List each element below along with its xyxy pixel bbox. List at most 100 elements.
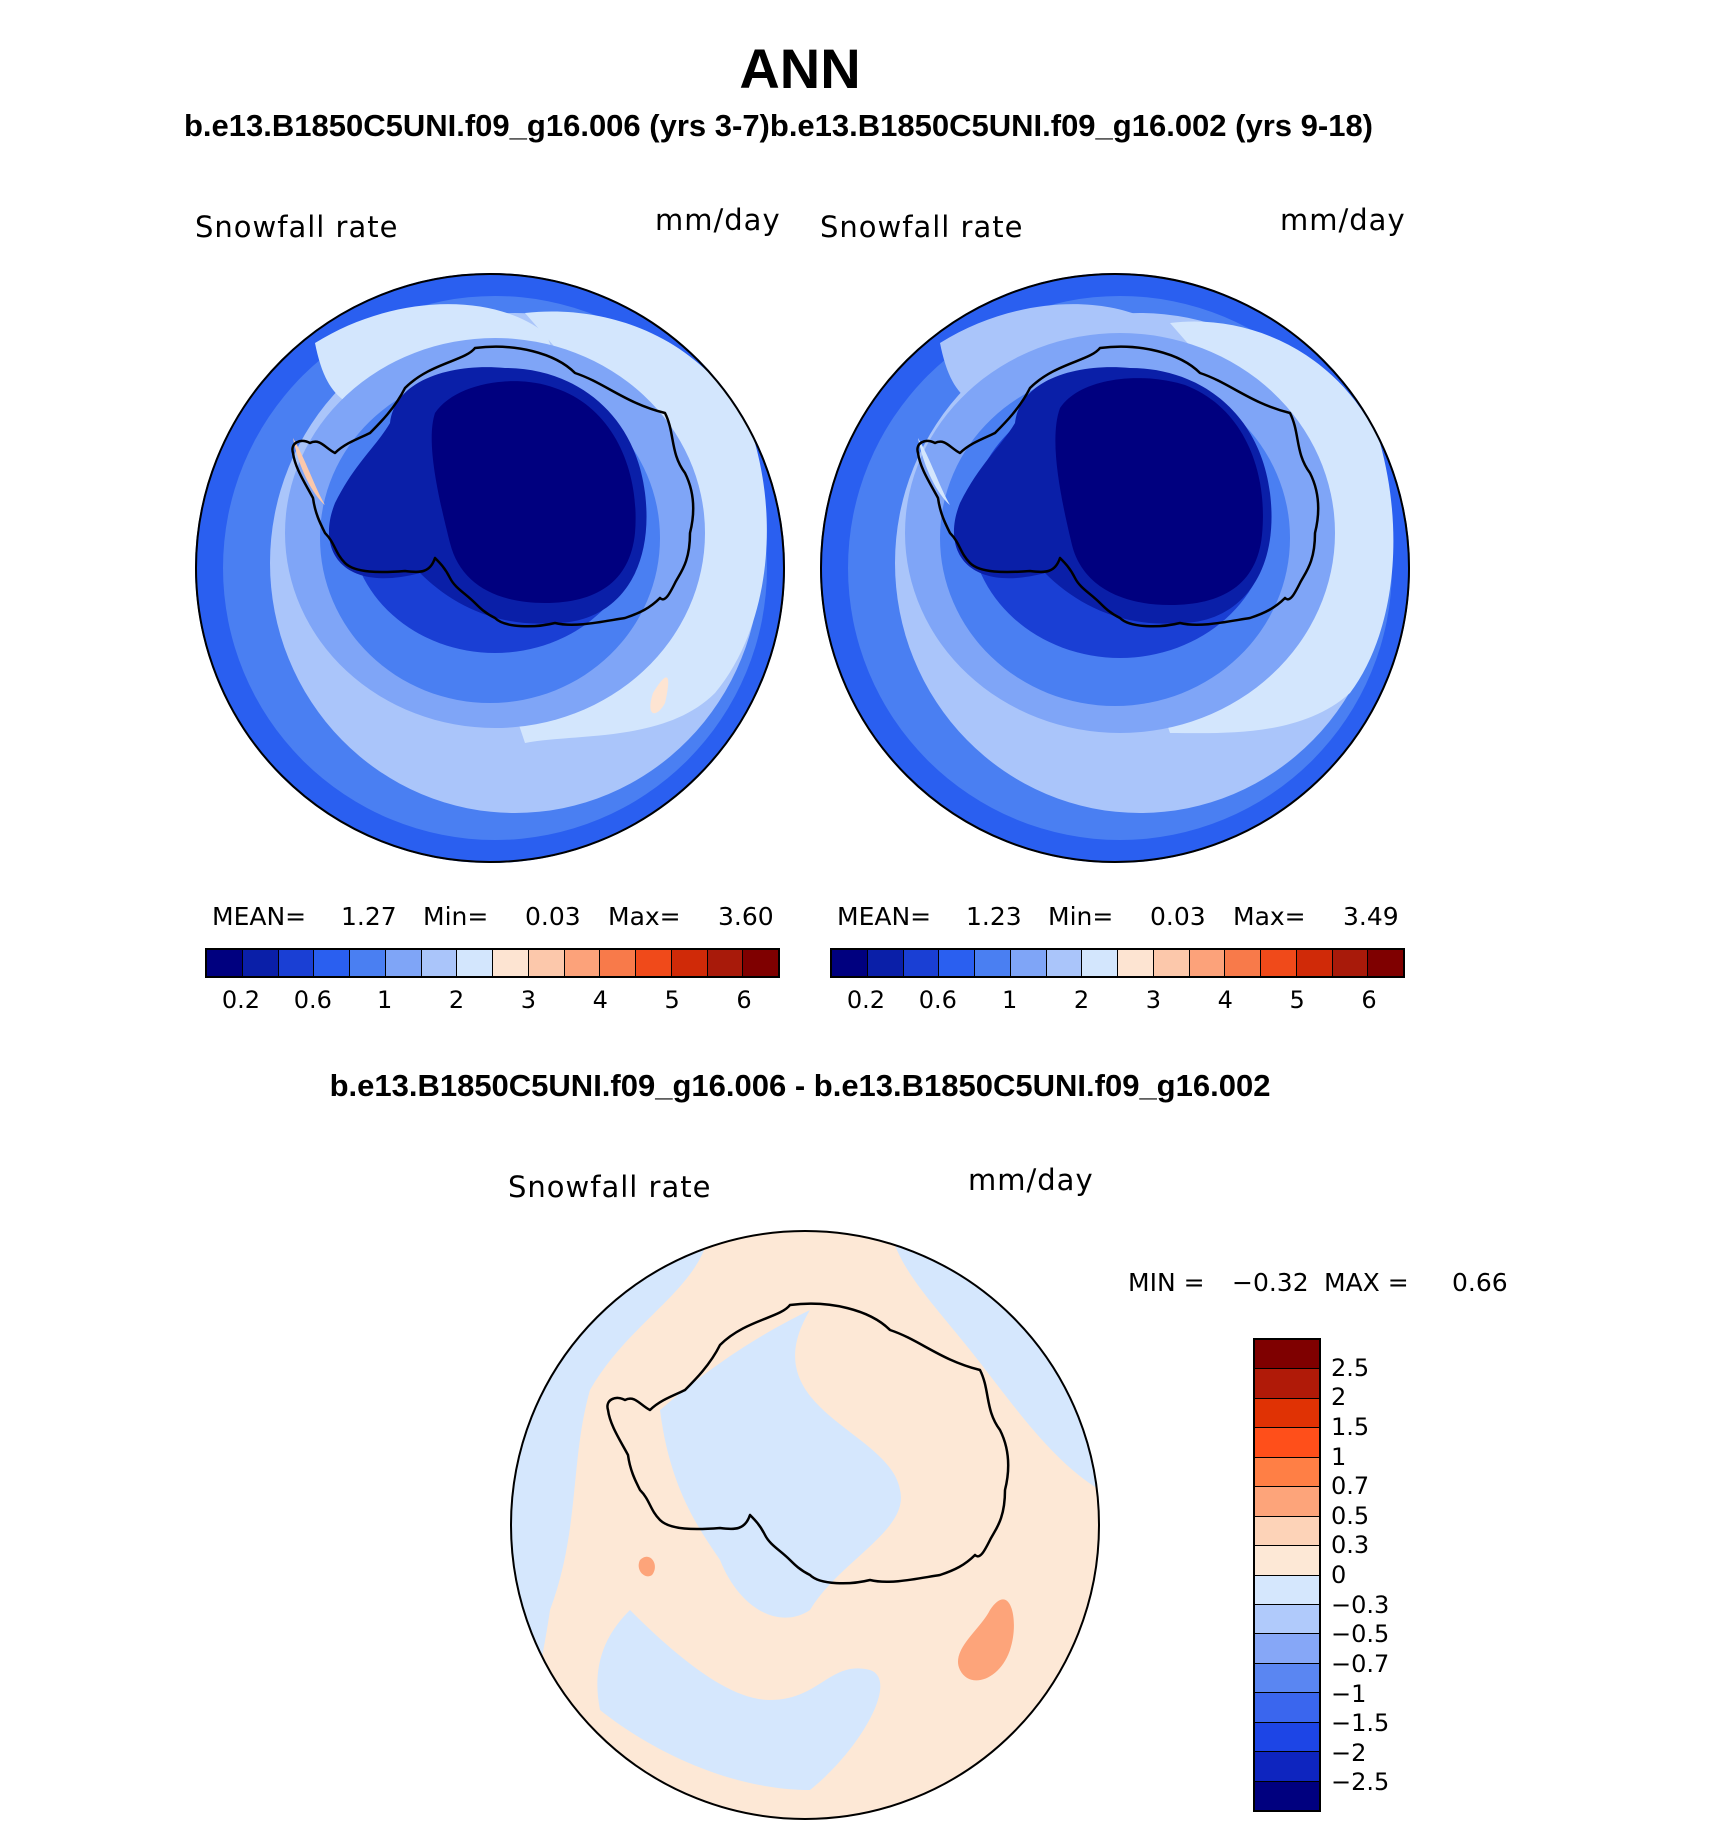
colorbar-tick-label: 3 — [1145, 986, 1162, 1014]
colorbar-swatch — [1368, 950, 1403, 976]
colorbar-tick-label: 0.6 — [918, 986, 957, 1014]
colorbar-tick-label: 2 — [448, 986, 465, 1014]
colorbar-swatch — [493, 950, 529, 976]
colorbar-tick-label: 0.5 — [1331, 1501, 1370, 1530]
colorbar-swatch — [350, 950, 386, 976]
colorbar-tick-label: 5 — [664, 986, 680, 1014]
panel2-variable: Snowfall rate — [820, 210, 1024, 244]
colorbar-tick-label: −0.7 — [1331, 1649, 1390, 1678]
colorbar-tick-label: −2 — [1331, 1738, 1367, 1767]
colorbar-swatch — [457, 950, 493, 976]
panel1-polar-map — [195, 273, 785, 863]
colorbar-tick-label: 0 — [1331, 1561, 1347, 1589]
colorbar-tick-label: 5 — [1289, 986, 1305, 1014]
panel1-max-label: Max= — [608, 902, 681, 931]
colorbar-tick-label: 1.5 — [1331, 1412, 1370, 1441]
colorbar-swatch — [1255, 1546, 1319, 1576]
colorbar-swatch — [1255, 1457, 1319, 1488]
colorbar-tick-label: −1 — [1331, 1679, 1367, 1708]
colorbar-swatch — [278, 950, 315, 976]
diff-variable: Snowfall rate — [508, 1170, 712, 1204]
colorbar-swatch — [1255, 1428, 1319, 1458]
colorbar-tick-label: −1.5 — [1331, 1709, 1390, 1738]
panel1-min-value: 0.03 — [525, 902, 581, 931]
colorbar-tick-label: 3 — [520, 986, 537, 1014]
colorbar-swatch — [1296, 950, 1333, 976]
diff-min-label: MIN = — [1128, 1268, 1205, 1297]
panel1-max-value: 3.60 — [718, 902, 774, 931]
colorbar-swatch — [707, 950, 744, 976]
colorbar-swatch — [600, 950, 636, 976]
diff-units: mm/day — [968, 1163, 1094, 1197]
panel1-mean-label: MEAN= — [212, 902, 307, 931]
colorbar-swatch — [1255, 1781, 1319, 1810]
colorbar-tick-label: 4 — [1217, 986, 1233, 1014]
colorbar-swatch — [242, 950, 279, 976]
colorbar-swatch — [1082, 950, 1118, 976]
colorbar-swatch — [867, 950, 904, 976]
colorbar-swatch — [1255, 1752, 1319, 1782]
figure-title: ANN — [739, 37, 861, 100]
colorbar-tick-label: 1 — [1002, 986, 1018, 1014]
colorbar-swatch — [1255, 1398, 1319, 1429]
panel2-min-value: 0.03 — [1150, 902, 1206, 931]
colorbar-swatch — [1255, 1693, 1319, 1723]
panel1-mean-value: 1.27 — [341, 902, 397, 931]
panel1-min-label: Min= — [423, 902, 489, 931]
colorbar-swatch — [1255, 1722, 1319, 1753]
colorbar-swatch — [421, 950, 458, 976]
colorbar-swatch — [671, 950, 708, 976]
colorbar-tick-label: 2 — [1073, 986, 1090, 1014]
diff-max-label: MAX = — [1324, 1268, 1409, 1297]
colorbar-swatch — [1255, 1634, 1319, 1664]
colorbar-tick-label: 4 — [592, 986, 608, 1014]
panel1-colorbar — [205, 948, 780, 978]
colorbar-swatch — [1255, 1487, 1319, 1517]
colorbar-swatch — [1255, 1369, 1319, 1399]
colorbar-tick-label: 2.5 — [1331, 1353, 1370, 1382]
difference-title: b.e13.B1850C5UNI.f09_g16.006 - b.e13.B18… — [329, 1068, 1271, 1103]
panel2-colorbar — [830, 948, 1405, 978]
panel1-units: mm/day — [655, 203, 781, 237]
panel2-min-label: Min= — [1048, 902, 1114, 931]
colorbar-swatch — [1010, 950, 1047, 976]
colorbar-tick-label: −0.3 — [1331, 1590, 1390, 1619]
colorbar-tick-label: 2 — [1331, 1383, 1347, 1412]
colorbar-tick-label: 0.2 — [221, 986, 261, 1014]
diff-colorbar — [1253, 1338, 1321, 1812]
colorbar-swatch — [743, 950, 778, 976]
colorbar-swatch — [564, 950, 601, 976]
case-titles: b.e13.B1850C5UNI.f09_g16.006 (yrs 3-7)b.… — [184, 108, 1374, 143]
panel2-polar-map — [820, 273, 1410, 863]
colorbar-tick-label: −2.5 — [1331, 1768, 1390, 1797]
colorbar-swatch — [1118, 950, 1154, 976]
colorbar-swatch — [903, 950, 940, 976]
diff-max-value: 0.66 — [1452, 1268, 1508, 1297]
colorbar-swatch — [832, 950, 868, 976]
colorbar-tick-label: 1 — [1331, 1442, 1347, 1471]
colorbar-swatch — [1255, 1604, 1319, 1635]
colorbar-swatch — [636, 950, 672, 976]
colorbar-tick-label: 0.6 — [293, 986, 332, 1014]
colorbar-swatch — [1225, 950, 1261, 976]
colorbar-swatch — [1255, 1575, 1319, 1605]
colorbar-swatch — [1046, 950, 1083, 976]
colorbar-swatch — [385, 950, 422, 976]
panel2-max-label: Max= — [1233, 902, 1306, 931]
colorbar-swatch — [1332, 950, 1369, 976]
difference-polar-map — [510, 1230, 1100, 1820]
colorbar-swatch — [1189, 950, 1226, 976]
panel2-max-value: 3.49 — [1343, 902, 1399, 931]
colorbar-tick-label: 0.3 — [1331, 1531, 1370, 1560]
colorbar-tick-label: 6 — [736, 986, 752, 1014]
colorbar-swatch — [314, 950, 350, 976]
colorbar-tick-label: 0.7 — [1331, 1472, 1370, 1501]
colorbar-swatch — [1255, 1340, 1319, 1370]
diff-min-value: −0.32 — [1232, 1268, 1309, 1297]
colorbar-tick-label: 1 — [377, 986, 393, 1014]
colorbar-tick-label: −0.5 — [1331, 1620, 1390, 1649]
panel2-units: mm/day — [1280, 203, 1406, 237]
colorbar-swatch — [1153, 950, 1190, 976]
colorbar-swatch — [1255, 1516, 1319, 1547]
colorbar-swatch — [528, 950, 565, 976]
